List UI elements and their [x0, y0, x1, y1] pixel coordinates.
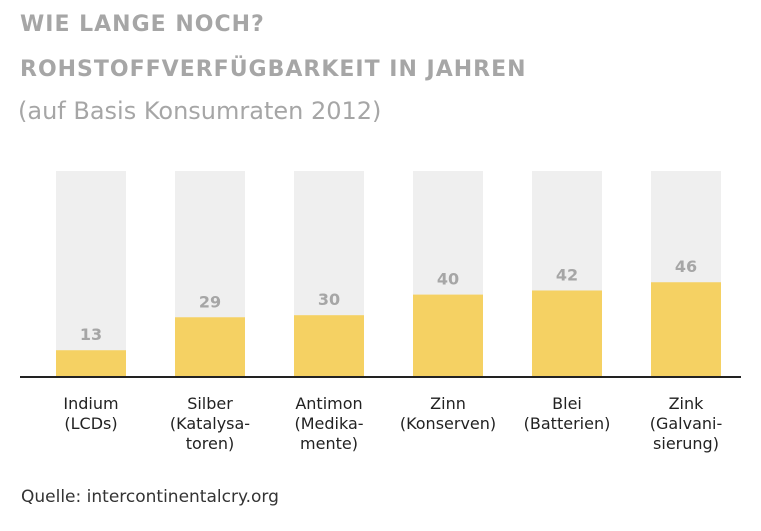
category-label: Silber (Katalysa-toren) — [170, 394, 250, 453]
category-label-line: toren) — [186, 434, 235, 453]
category-label-line: (LCDs) — [64, 414, 117, 433]
category-label-line: Zinn — [430, 394, 466, 413]
category-label: Blei (Batterien) — [524, 394, 611, 433]
bar-background — [56, 171, 126, 377]
data-label: 42 — [556, 265, 578, 284]
category-label: Zinn (Konserven) — [400, 394, 496, 433]
category-label: Antimon (Medika-mente) — [294, 394, 363, 453]
category-label-line: (Katalysa- — [170, 414, 250, 433]
category-label-line: Zink — [669, 394, 705, 413]
bar — [56, 350, 126, 377]
bar — [294, 315, 364, 377]
category-label-line: (Konserven) — [400, 414, 496, 433]
data-label: 13 — [80, 325, 102, 344]
category-label-line: sierung) — [653, 434, 719, 453]
bar — [651, 282, 721, 377]
data-label: 30 — [318, 290, 340, 309]
category-label-line: Silber — [187, 394, 233, 413]
bar — [532, 290, 602, 377]
chart-subtitle: (auf Basis Konsumraten 2012) — [18, 97, 382, 125]
category-label-line: (Batterien) — [524, 414, 611, 433]
bar — [413, 294, 483, 377]
bar — [175, 317, 245, 377]
data-label: 40 — [437, 270, 459, 289]
data-label: 29 — [199, 292, 221, 311]
category-label: Zink (Galvani-sierung) — [650, 394, 723, 453]
category-label-line: (Galvani- — [650, 414, 723, 433]
chart-title-line-1: WIE LANGE NOCH? — [20, 12, 265, 37]
category-label-line: Indium — [63, 394, 118, 413]
category-label-line: Antimon — [295, 394, 362, 413]
chart-title-line-2: ROHSTOFFVERFÜGBARKEIT IN JAHREN — [20, 57, 527, 82]
category-label: Indium (LCDs) — [63, 394, 118, 433]
data-label: 46 — [675, 257, 697, 276]
source-note: Quelle: intercontinentalcry.org — [21, 487, 279, 507]
category-label-line: Blei — [552, 394, 582, 413]
category-label-line: (Medika- — [294, 414, 363, 433]
category-label-line: mente) — [300, 434, 358, 453]
